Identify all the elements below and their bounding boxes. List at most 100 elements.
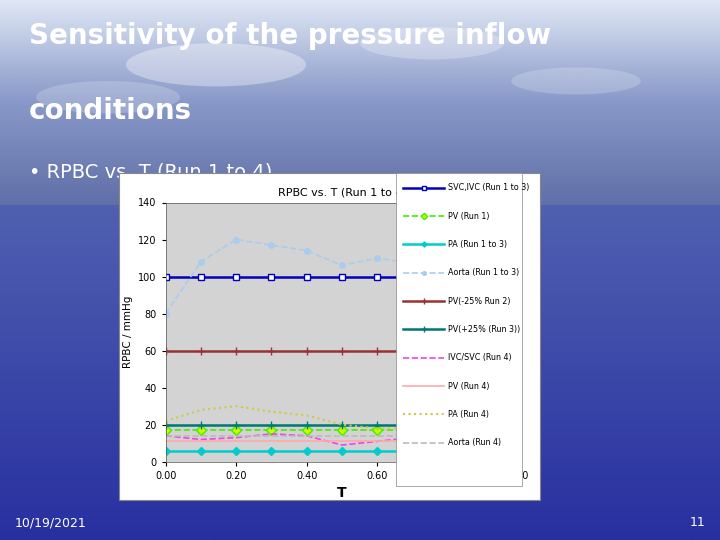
PA (Run 1 to 3) — [161, 447, 170, 454]
Bar — [0, 346, 720, 349]
PV (Run 4) — [161, 438, 170, 444]
Bar — [0, 470, 720, 473]
PA (Run 4) — [479, 433, 487, 439]
Bar — [0, 403, 720, 406]
Bar — [0, 406, 720, 409]
Bar — [0, 295, 720, 299]
Bar — [0, 215, 720, 219]
Line: PV(+25% (Run 3)): PV(+25% (Run 3)) — [161, 421, 523, 429]
Line: Aorta (Run 1 to 3): Aorta (Run 1 to 3) — [163, 237, 521, 353]
PV (Run 1) — [197, 427, 205, 434]
SVC,IVC (Run 1 to 3) — [479, 273, 487, 280]
PA (Run 4) — [338, 421, 346, 428]
Aorta (Run 1 to 3) — [444, 264, 452, 271]
Text: PV(-25% Run 2): PV(-25% Run 2) — [448, 296, 510, 306]
PA (Run 4) — [302, 412, 311, 418]
Aorta (Run 4) — [444, 433, 452, 439]
Bar — [0, 416, 720, 420]
PV(-25% Run 2) — [232, 347, 240, 354]
Bar — [0, 329, 720, 333]
Bar — [0, 483, 720, 487]
SVC,IVC (Run 1 to 3) — [338, 273, 346, 280]
Bar — [0, 507, 720, 510]
Bar — [0, 376, 720, 379]
PV(+25% (Run 3)) — [197, 421, 205, 428]
Text: • RPBC vs. T (Run 1 to 4): • RPBC vs. T (Run 1 to 4) — [29, 162, 272, 181]
Bar — [0, 480, 720, 483]
PV(+25% (Run 3)) — [267, 421, 276, 428]
Line: SVC,IVC (Run 1 to 3): SVC,IVC (Run 1 to 3) — [163, 274, 521, 279]
Bar — [0, 333, 720, 336]
SVC,IVC (Run 1 to 3) — [373, 273, 382, 280]
PA (Run 4) — [232, 403, 240, 409]
Text: PA (Run 1 to 3): PA (Run 1 to 3) — [448, 240, 507, 249]
Line: PV (Run 1): PV (Run 1) — [162, 427, 522, 434]
SVC,IVC (Run 1 to 3) — [302, 273, 311, 280]
Bar — [0, 262, 720, 266]
PA (Run 1 to 3) — [444, 447, 452, 454]
Bar — [0, 510, 720, 513]
Bar — [0, 493, 720, 496]
Bar — [0, 383, 720, 386]
PV (Run 1) — [514, 427, 523, 434]
Line: PV(-25% Run 2): PV(-25% Run 2) — [161, 347, 523, 355]
Text: 11: 11 — [690, 516, 706, 529]
Bar — [0, 322, 720, 326]
Aorta (Run 4) — [267, 433, 276, 439]
Bar — [0, 396, 720, 400]
Aorta (Run 4) — [338, 433, 346, 439]
Text: SVC,IVC (Run 1 to 3): SVC,IVC (Run 1 to 3) — [448, 183, 529, 192]
PA (Run 4) — [514, 434, 523, 441]
Bar — [0, 517, 720, 520]
Aorta (Run 1 to 3) — [479, 320, 487, 326]
Bar — [0, 436, 720, 440]
Aorta (Run 4) — [232, 433, 240, 439]
Bar — [0, 503, 720, 507]
Ellipse shape — [511, 68, 641, 94]
Bar — [0, 534, 720, 537]
Bar — [0, 513, 720, 517]
PV (Run 4) — [514, 438, 523, 444]
Bar — [0, 292, 720, 295]
SVC,IVC (Run 1 to 3) — [232, 273, 240, 280]
Text: IVC/SVC (Run 4): IVC/SVC (Run 4) — [448, 353, 512, 362]
Aorta (Run 1 to 3) — [197, 259, 205, 265]
PV(-25% Run 2) — [444, 347, 452, 354]
SVC,IVC (Run 1 to 3) — [267, 273, 276, 280]
PV(-25% Run 2) — [267, 347, 276, 354]
Bar — [0, 473, 720, 476]
Aorta (Run 4) — [479, 433, 487, 439]
Ellipse shape — [126, 43, 306, 86]
Bar — [0, 302, 720, 306]
PV(-25% Run 2) — [338, 347, 346, 354]
IVC/SVC (Run 4) — [338, 442, 346, 448]
PV (Run 1) — [161, 427, 170, 434]
Bar — [0, 366, 720, 369]
Bar — [0, 362, 720, 366]
Bar — [0, 309, 720, 312]
Bar — [0, 359, 720, 362]
PV(-25% Run 2) — [161, 347, 170, 354]
Title: RPBC vs. T (Run 1 to 4): RPBC vs. T (Run 1 to 4) — [278, 187, 406, 198]
PV(+25% (Run 3)) — [232, 421, 240, 428]
PA (Run 1 to 3) — [514, 447, 523, 454]
Bar — [0, 423, 720, 426]
Aorta (Run 1 to 3) — [514, 347, 523, 354]
PV(+25% (Run 3)) — [408, 421, 417, 428]
Bar — [0, 429, 720, 433]
Aorta (Run 1 to 3) — [161, 310, 170, 317]
Bar — [0, 319, 720, 322]
PA (Run 1 to 3) — [302, 447, 311, 454]
Bar — [0, 463, 720, 467]
SVC,IVC (Run 1 to 3) — [197, 273, 205, 280]
Bar — [0, 450, 720, 453]
Bar — [0, 400, 720, 403]
IVC/SVC (Run 4) — [514, 433, 523, 439]
PV(+25% (Run 3)) — [444, 421, 452, 428]
PV (Run 4) — [338, 438, 346, 444]
Bar — [0, 289, 720, 292]
PV(+25% (Run 3)) — [338, 421, 346, 428]
PV(+25% (Run 3)) — [373, 421, 382, 428]
IVC/SVC (Run 4) — [408, 434, 417, 441]
PA (Run 1 to 3) — [408, 447, 417, 454]
